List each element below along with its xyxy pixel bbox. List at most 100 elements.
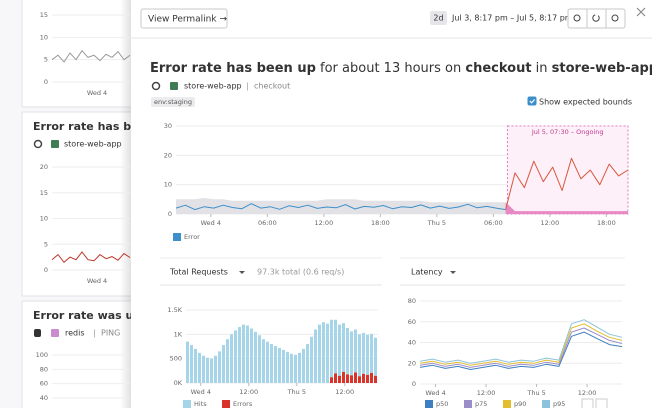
- x-tick-label: Thu 5: [287, 388, 306, 396]
- legend-label: p75: [475, 400, 487, 408]
- series-line: [175, 203, 506, 211]
- bar: [346, 374, 349, 383]
- series-line: [419, 331, 623, 370]
- legend-prev[interactable]: [581, 398, 594, 408]
- x-tick-label: Thu 5: [526, 389, 545, 397]
- permalink-label[interactable]: View Permalink →: [148, 15, 227, 25]
- bar: [210, 358, 213, 383]
- y-tick-label: 80: [408, 297, 416, 305]
- zoom-in-button[interactable]: [611, 14, 619, 22]
- x-tick-label: Wed 4: [191, 388, 211, 396]
- range-badge[interactable]: [430, 11, 447, 25]
- y-tick-label: 1.5K: [167, 306, 182, 314]
- x-tick-label: 12:00: [477, 389, 496, 397]
- bar: [254, 331, 257, 383]
- bar: [238, 327, 241, 383]
- time-range[interactable]: Jul 3, 8:17 pm – Jul 5, 8:17 pm: [451, 14, 573, 23]
- y-tick-label: 10: [40, 33, 48, 41]
- resource-name[interactable]: checkout: [254, 82, 290, 91]
- zoom-out-button[interactable]: [573, 14, 581, 22]
- x-tick-label: Wed 4: [425, 389, 445, 397]
- y-tick-label: 1K: [174, 330, 183, 338]
- bar: [270, 344, 273, 383]
- y-tick-label: 0: [44, 266, 48, 274]
- bar: [334, 373, 337, 383]
- service-icon: [151, 81, 161, 91]
- y-tick-label: 60: [408, 318, 416, 326]
- service-swatch: [51, 329, 59, 337]
- bar: [350, 375, 353, 383]
- bar: [338, 375, 341, 383]
- dropdown-caret[interactable]: [239, 271, 245, 274]
- bounds-checkbox[interactable]: [527, 96, 537, 106]
- bar: [290, 353, 293, 383]
- check-mark: [529, 99, 536, 104]
- bar: [358, 376, 361, 383]
- y-tick-label: 0: [168, 210, 172, 218]
- bounds-label[interactable]: Show expected bounds: [539, 98, 632, 107]
- bar: [334, 319, 337, 374]
- bar: [206, 357, 209, 383]
- x-tick-label: Wed 4: [201, 219, 221, 227]
- y-tick-label: 20: [40, 163, 48, 171]
- service-name[interactable]: store-web-app: [184, 82, 242, 91]
- series-line: [419, 323, 623, 366]
- anomaly-label: Jul 5, 07:30 – Ongoing: [531, 128, 604, 136]
- widget-subtitle: 97.3k total (0.6 req/s): [257, 268, 344, 277]
- x-tick-label: Thu 5: [427, 219, 446, 227]
- service-icon: [33, 139, 43, 149]
- bar: [354, 372, 357, 383]
- bar: [218, 351, 221, 383]
- y-tick-label: 0: [412, 380, 416, 388]
- bar: [202, 355, 205, 383]
- bar: [294, 354, 297, 383]
- bar: [342, 371, 345, 383]
- range-badge-label[interactable]: 2d: [433, 14, 443, 23]
- title-part: in: [532, 61, 552, 76]
- bar: [230, 334, 233, 383]
- refresh-button[interactable]: [592, 14, 600, 22]
- legend-label: Errors: [233, 400, 253, 408]
- y-tick-label: 20: [408, 359, 416, 367]
- legend-label: p90: [514, 400, 526, 408]
- db-icon: [34, 329, 41, 337]
- series-line: [505, 157, 629, 210]
- bar: [198, 352, 201, 383]
- bar: [286, 351, 289, 383]
- bar: [318, 324, 321, 383]
- bar: [330, 319, 333, 378]
- bar: [314, 329, 317, 383]
- close-button[interactable]: [636, 7, 646, 17]
- y-tick-label: 10: [40, 215, 48, 223]
- legend-label: p50: [436, 400, 448, 408]
- bar: [370, 333, 373, 373]
- expected-bounds: [505, 202, 628, 214]
- legend-label: Hits: [194, 400, 207, 408]
- widget-title[interactable]: Total Requests: [169, 268, 228, 277]
- y-tick-label: 15: [40, 189, 48, 197]
- bar: [326, 323, 329, 383]
- permalink-button[interactable]: [140, 8, 228, 29]
- legend-label: p95: [553, 400, 565, 408]
- bar: [186, 341, 189, 383]
- panel-title: Error rate has been up for about 13 hour…: [150, 61, 652, 76]
- x-tick-label: 06:00: [258, 219, 277, 227]
- legend-swatch: [173, 233, 181, 241]
- widget-title[interactable]: Latency: [411, 268, 443, 277]
- separator: |: [246, 82, 249, 91]
- bar: [222, 345, 225, 383]
- title-part: store-web-app: [552, 61, 652, 76]
- x-tick-label: 12:00: [540, 219, 559, 227]
- legend-next[interactable]: [595, 398, 608, 408]
- bar: [366, 374, 369, 383]
- bar: [354, 329, 357, 373]
- legend-swatch: [222, 400, 230, 408]
- y-tick-label: 5: [44, 56, 48, 64]
- x-tick-label: 18:00: [371, 219, 390, 227]
- y-tick-label: 100: [36, 351, 48, 359]
- dropdown-caret[interactable]: [450, 271, 456, 274]
- series-line: [51, 49, 131, 63]
- service-swatch: [51, 140, 59, 148]
- bar: [350, 331, 353, 376]
- series-line: [419, 327, 623, 368]
